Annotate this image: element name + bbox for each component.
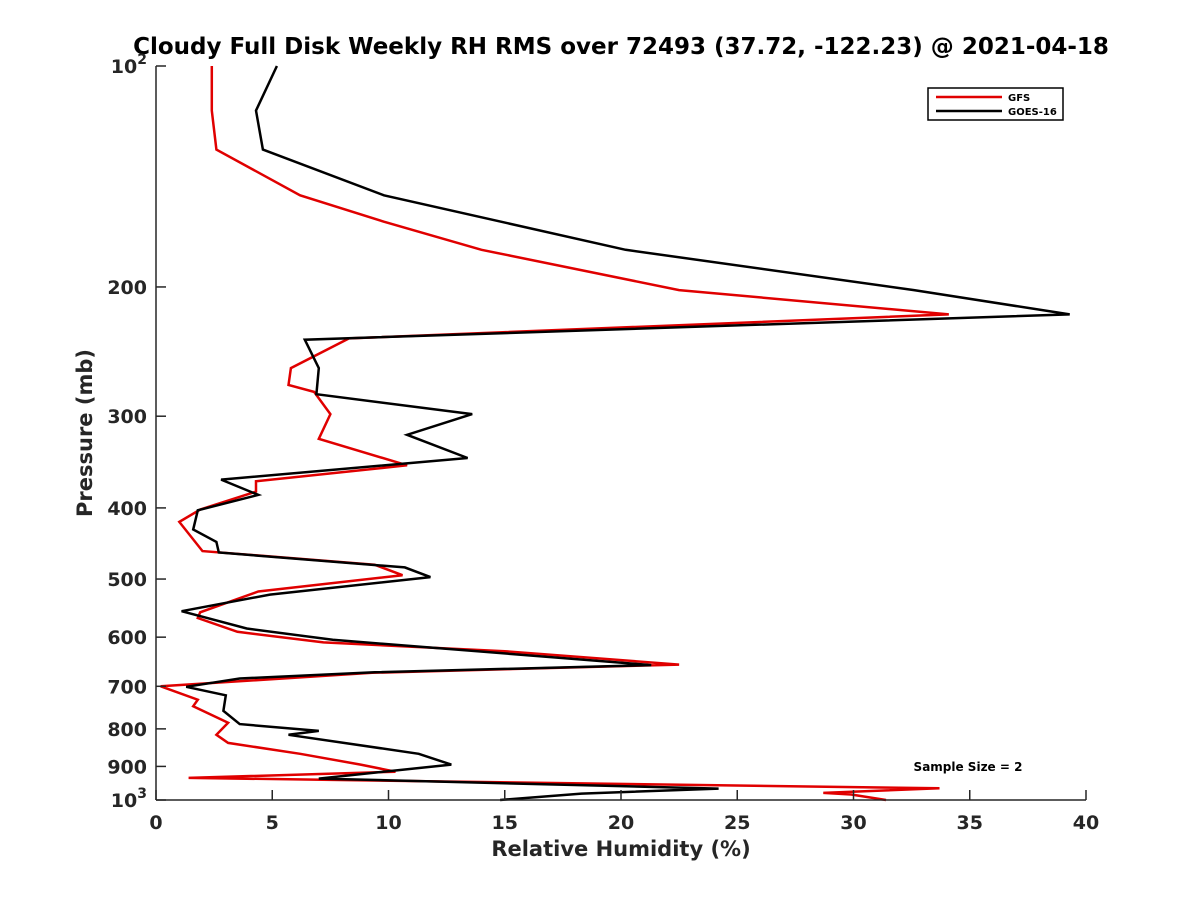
y-tick-label: 700	[107, 676, 147, 698]
legend: GFS GOES-16	[927, 87, 1064, 121]
axes: 0 5 10 15 20 25 30 35 40 102 200 300 400 500 600 700 800…	[107, 52, 1099, 834]
y-tick-label: 500	[107, 569, 147, 591]
series-line-goes-16	[181, 65, 1070, 802]
x-tick-label: 20	[608, 812, 634, 834]
y-axis-label: Pressure (mb)	[73, 349, 97, 517]
series-layer	[160, 65, 1070, 802]
x-tick-label: 10	[375, 812, 401, 834]
chart-title: Cloudy Full Disk Weekly RH RMS over 7249…	[133, 34, 1109, 60]
x-axis-label: Relative Humidity (%)	[491, 837, 750, 861]
y-tick-label: 600	[107, 627, 147, 649]
y-tick-label: 103	[111, 786, 147, 812]
x-tick-label: 30	[840, 812, 866, 834]
x-tick-label: 25	[724, 812, 750, 834]
legend-label-goes16: GOES-16	[1008, 107, 1057, 118]
y-tick-label: 102	[111, 52, 147, 78]
legend-box	[927, 87, 1064, 121]
x-tick-label: 40	[1073, 812, 1099, 834]
sample-size-annotation: Sample Size = 2	[914, 760, 1023, 774]
y-tick-label: 800	[107, 719, 147, 741]
x-tick-label: 5	[266, 812, 279, 834]
y-tick-label: 400	[107, 498, 147, 520]
series-line-gfs	[160, 66, 949, 802]
x-tick-label: 35	[957, 812, 983, 834]
y-tick-label: 900	[107, 756, 147, 778]
y-tick-label: 200	[107, 277, 147, 299]
legend-label-gfs: GFS	[1008, 93, 1030, 104]
x-tick-label: 15	[492, 812, 518, 834]
x-tick-label: 0	[149, 812, 162, 834]
y-tick-label: 300	[107, 406, 147, 428]
